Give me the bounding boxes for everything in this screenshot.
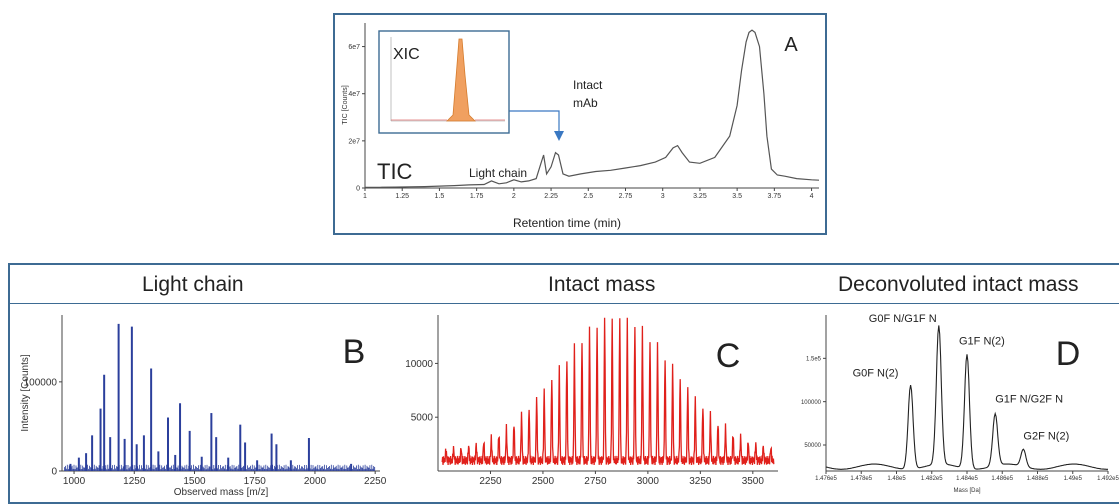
chart-a-x-tick-label: 1.75 (470, 193, 484, 200)
chart-d-y-tick-label: 50000 (804, 443, 821, 449)
chart-a-y-tick-label: 6e7 (348, 44, 360, 51)
chart-b-y-tick-label: 0 (51, 467, 57, 478)
inset-xic-label: XIC (393, 46, 420, 63)
chart-b-xlabel: Observed mass [m/z] (174, 487, 269, 498)
chart-c-x-tick-label: 3250 (689, 476, 712, 487)
chart-d-x-tick-label: 1.484e5 (956, 476, 978, 482)
chart-a-letter: A (784, 34, 798, 56)
chart-c-x-tick-label: 3500 (742, 476, 765, 487)
chart-d-x-tick-label: 1.48e5 (887, 476, 906, 482)
chart-b-light-chain: 1000 1250 1500 1750 2000 2250 0 100000Intensity… (20, 315, 387, 498)
heading-deconvoluted: Deconvoluted intact mass (838, 273, 1079, 296)
chart-a-tic: 1 1.25 1.5 1.75 2 2.25 2.5 2.75 3 3.25 3.5 3.75 4 0 2e… (342, 23, 820, 230)
inset-xic-peak (446, 38, 476, 122)
chart-d-x-tick-label: 1.486e5 (991, 476, 1013, 482)
chart-a-x-tick-label: 1 (363, 193, 367, 200)
chart-b-x-tick-label: 1500 (183, 476, 206, 487)
chart-a-y-tick-label: 4e7 (348, 91, 360, 98)
chart-c-y-tick-label: 10000 (405, 359, 433, 370)
chart-d-peak-label: G0F N/G1F N (869, 313, 937, 325)
chart-a-x-tick-label: 3 (661, 193, 665, 200)
chart-b-x-tick-label: 1750 (244, 476, 267, 487)
panel-bottom: Light chain Intact mass Deconvoluted int… (8, 263, 1119, 504)
chart-c-x-tick-label: 2500 (532, 476, 555, 487)
chart-d-x-tick-label: 1.488e5 (1027, 476, 1049, 482)
chart-c-spectrum (441, 317, 775, 466)
chart-a-x-tick-label: 2 (512, 193, 516, 200)
chart-a-tic-label: TIC (377, 159, 413, 184)
chart-d-x-tick-label: 1.482e5 (921, 476, 943, 482)
chart-c-intact-mass: 2250 2500 2750 3000 3250 3500 5000 10000 C (405, 315, 778, 487)
chart-a-x-tick-label: 3.25 (693, 193, 707, 200)
chart-d-peak-label: G2F N(2) (1023, 430, 1069, 442)
chart-a-x-tick-label: 4 (810, 193, 814, 200)
chart-d-peak-label: G1F N(2) (959, 335, 1005, 347)
chart-a-light-chain-label: Light chain (469, 166, 527, 180)
chart-c-letter: C (716, 337, 741, 375)
chart-a-x-tick-label: 2.5 (583, 193, 593, 200)
chart-d-x-tick-label: 1.478e5 (850, 476, 872, 482)
chart-b-x-tick-label: 2250 (364, 476, 387, 487)
chart-d-trace (825, 325, 1108, 470)
chart-d-xlabel: Mass [Da] (953, 488, 980, 494)
chart-d-letter: D (1056, 335, 1081, 373)
chart-c-x-tick-label: 2250 (479, 476, 502, 487)
chart-b-x-tick-label: 1000 (63, 476, 86, 487)
chart-c-y-tick-label: 5000 (411, 413, 434, 424)
chart-a-xlabel: Retention time (min) (513, 216, 621, 230)
panel-a: 1 1.25 1.5 1.75 2 2.25 2.5 2.75 3 3.25 3.5 3.75 4 0 2e… (333, 13, 827, 235)
chart-a-x-tick-label: 2.25 (544, 193, 558, 200)
chart-b-x-tick-label: 2000 (304, 476, 327, 487)
chart-d-x-tick-label: 1.49e5 (1064, 476, 1083, 482)
heading-light-chain: Light chain (142, 273, 244, 296)
chart-d-x-tick-label: 1.476e5 (815, 476, 837, 482)
chart-d-x-tick-label: 1.492e5 (1097, 476, 1119, 482)
chart-a-x-tick-label: 3.5 (732, 193, 742, 200)
header-divider (10, 303, 1119, 304)
inset-xic-box (378, 30, 510, 134)
chart-d-y-tick-label: 1.5e5 (806, 356, 822, 362)
chart-a-intact-label-2: mAb (573, 96, 598, 110)
chart-a-intact-label-1: Intact (573, 78, 603, 92)
chart-d-peak-label: G0F N(2) (853, 368, 899, 380)
chart-d-y-tick-label: 100000 (801, 400, 822, 406)
chart-a-y-tick-label: 2e7 (348, 138, 360, 145)
chart-a-y-tick-label: 0 (356, 185, 360, 192)
chart-c-x-tick-label: 2750 (584, 476, 607, 487)
chart-a-x-tick-label: 2.75 (619, 193, 633, 200)
chart-b-letter: B (343, 333, 366, 371)
arrow-line (507, 110, 560, 133)
heading-intact-mass: Intact mass (548, 273, 656, 296)
arrow-head (554, 131, 564, 141)
chart-a-ylabel: TIC [Counts] (342, 85, 349, 124)
chart-a-x-tick-label: 3.75 (768, 193, 782, 200)
chart-b-y-tick-label: 100000 (24, 377, 58, 388)
chart-b-x-tick-label: 1250 (123, 476, 146, 487)
chart-d-deconvoluted: 1.476e5 1.478e5 1.48e5 1.482e5 1.484e5 1.486e… (801, 313, 1119, 494)
chart-a-x-tick-label: 1.5 (435, 193, 445, 200)
chart-d-peak-label: G1F N/G2F N (995, 394, 1063, 406)
chart-a-tic-trace (365, 29, 820, 188)
chart-c-x-tick-label: 3000 (637, 476, 660, 487)
chart-b-ylabel: Intensity [Counts] (20, 354, 31, 431)
chart-a-x-tick-label: 1.25 (395, 193, 409, 200)
